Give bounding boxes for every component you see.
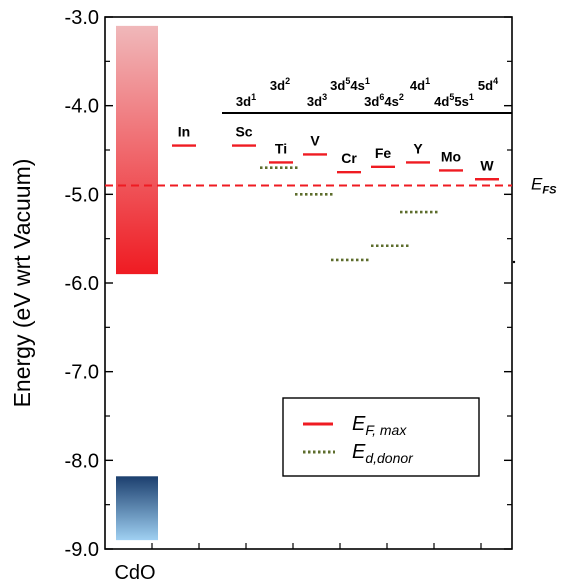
element-label: V [310, 132, 320, 148]
element-label: Fe [375, 145, 392, 161]
element-label: In [178, 124, 190, 140]
stray-dot [513, 261, 515, 263]
x-axis-label: CdO [114, 562, 155, 584]
y-tick-label: -6.0 [65, 273, 99, 295]
element-label: Y [413, 140, 423, 156]
y-tick-label: -9.0 [65, 539, 99, 561]
conduction-band [116, 26, 158, 274]
y-tick-label: -4.0 [65, 96, 99, 118]
legend: EF, max Ed,donor [283, 398, 479, 476]
configuration-label: 3d64s2 [364, 92, 404, 109]
y-axis-label: Energy (eV wrt Vacuum) [9, 159, 35, 408]
configuration-label: 3d54s1 [330, 76, 370, 93]
element-label: Mo [441, 148, 461, 164]
configuration-label: 3d3 [307, 92, 327, 109]
y-tick-label: -3.0 [65, 7, 99, 29]
configuration-label: 3d2 [270, 76, 290, 93]
configuration-label: 4d1 [410, 76, 430, 93]
configuration-label: 3d1 [236, 92, 256, 109]
configuration-label: 5d4 [478, 76, 498, 93]
y-tick-label: -8.0 [65, 450, 99, 472]
fermi-stabilization-label: EFS [531, 174, 557, 196]
element-label: W [480, 157, 494, 173]
element-levels: In Sc Ti V Cr Fe Y Mo W [172, 124, 499, 260]
element-label: Ti [275, 140, 287, 156]
y-tick-label: -7.0 [65, 362, 99, 384]
y-tick-labels: -3.0 -4.0 -5.0 -6.0 -7.0 -8.0 -9.0 [65, 7, 99, 561]
element-label: Cr [341, 150, 357, 166]
configuration-label: 4d55s1 [434, 92, 474, 109]
element-label: Sc [235, 124, 252, 140]
valence-band [116, 476, 158, 540]
y-tick-label: -5.0 [65, 184, 99, 206]
